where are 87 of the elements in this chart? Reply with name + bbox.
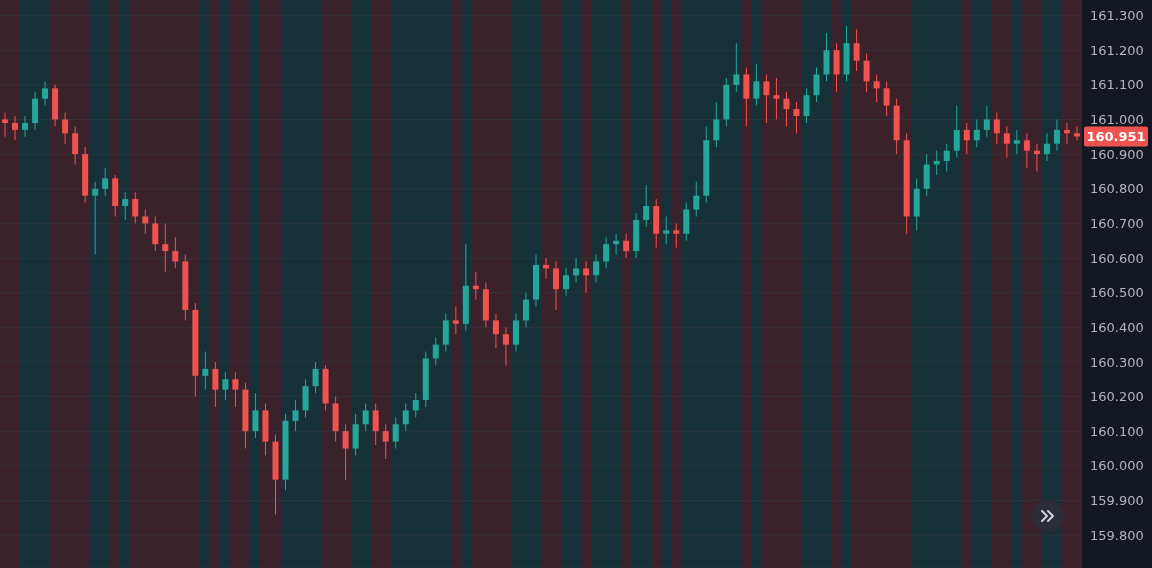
candlestick xyxy=(452,306,459,335)
candlestick xyxy=(993,112,1000,145)
candlestick xyxy=(553,260,560,311)
candlestick xyxy=(212,361,219,408)
candlestick xyxy=(623,233,630,259)
candlestick xyxy=(733,42,740,93)
y-tick-label: 161.200 xyxy=(1090,42,1144,58)
candlestick xyxy=(753,63,760,107)
y-tick-label: 159.800 xyxy=(1090,527,1144,543)
candlestick xyxy=(1043,132,1050,162)
candlestick xyxy=(713,101,720,148)
candlestick xyxy=(983,105,990,138)
candlestick xyxy=(863,53,870,93)
candlestick xyxy=(252,392,259,439)
candlestick xyxy=(412,392,419,418)
candlestick xyxy=(522,292,529,328)
y-tick-label: 160.400 xyxy=(1090,319,1144,335)
candlestick xyxy=(202,351,209,391)
y-tick-label: 160.600 xyxy=(1090,250,1144,266)
candlestick xyxy=(142,209,149,235)
candlestick xyxy=(793,101,800,134)
candlestick xyxy=(392,416,399,450)
candlestick xyxy=(933,150,940,176)
candlestick xyxy=(92,181,99,256)
candlestick xyxy=(783,91,790,127)
candlestick xyxy=(563,267,570,297)
y-tick-label: 160.500 xyxy=(1090,285,1144,301)
candlestick xyxy=(292,399,299,432)
candlestick xyxy=(42,80,49,107)
y-tick-label: 160.100 xyxy=(1090,423,1144,439)
candlestick xyxy=(1073,125,1080,141)
y-tick-label: 160.900 xyxy=(1090,146,1144,162)
candlestick xyxy=(132,191,139,224)
y-tick-label: 160.200 xyxy=(1090,389,1144,405)
y-tick-label: 161.300 xyxy=(1090,8,1144,24)
y-tick-label: 160.300 xyxy=(1090,354,1144,370)
candlestick xyxy=(12,115,19,141)
candlestick xyxy=(72,125,79,166)
candlestick xyxy=(953,105,960,159)
y-tick-label: 160.700 xyxy=(1090,216,1144,232)
y-tick-label: 159.900 xyxy=(1090,493,1144,509)
candlestick xyxy=(102,167,109,197)
candlestick xyxy=(643,184,650,228)
candlestick xyxy=(873,73,880,103)
candlestick xyxy=(773,77,780,120)
candlestick xyxy=(122,191,129,221)
y-tick-label: 161.000 xyxy=(1090,112,1144,128)
candlestick xyxy=(312,361,319,394)
candlestick xyxy=(152,215,159,252)
candlestick xyxy=(372,402,379,446)
candlestick xyxy=(222,371,229,401)
candlestick xyxy=(573,257,580,283)
candlestick xyxy=(22,115,29,138)
candlestick xyxy=(1023,132,1030,169)
candlestick xyxy=(803,87,810,124)
candlestick xyxy=(943,143,950,172)
candlestick xyxy=(883,80,890,117)
candlestick xyxy=(763,73,770,124)
candlestick xyxy=(382,423,389,460)
candlestick xyxy=(172,236,179,269)
candlestick xyxy=(603,236,610,269)
candlestick xyxy=(62,112,69,145)
candlestick xyxy=(502,326,509,366)
y-tick-label: 160.800 xyxy=(1090,181,1144,197)
candlestick xyxy=(432,337,439,366)
candlestick xyxy=(693,181,700,217)
candlestick xyxy=(362,402,369,432)
text: 160.951 xyxy=(1086,129,1146,145)
candlestick xyxy=(232,371,239,408)
y-tick-label: 161.100 xyxy=(1090,77,1144,93)
y-tick-label: 160.000 xyxy=(1090,458,1144,474)
candlestick xyxy=(813,67,820,103)
candlestick xyxy=(492,312,499,349)
candlestick xyxy=(402,402,409,432)
candlestick xyxy=(593,254,600,283)
candlestick xyxy=(673,222,680,249)
candlestick xyxy=(853,28,860,72)
candlestick xyxy=(342,423,349,481)
candlestick xyxy=(1013,129,1020,155)
candlestick xyxy=(663,215,670,245)
candlestick xyxy=(2,112,8,138)
candlestick xyxy=(973,118,980,148)
candlestick xyxy=(1053,118,1060,152)
candlestick xyxy=(162,222,169,273)
candlestick xyxy=(963,122,970,155)
candlestick xyxy=(1003,125,1010,159)
candlestick xyxy=(583,260,590,294)
